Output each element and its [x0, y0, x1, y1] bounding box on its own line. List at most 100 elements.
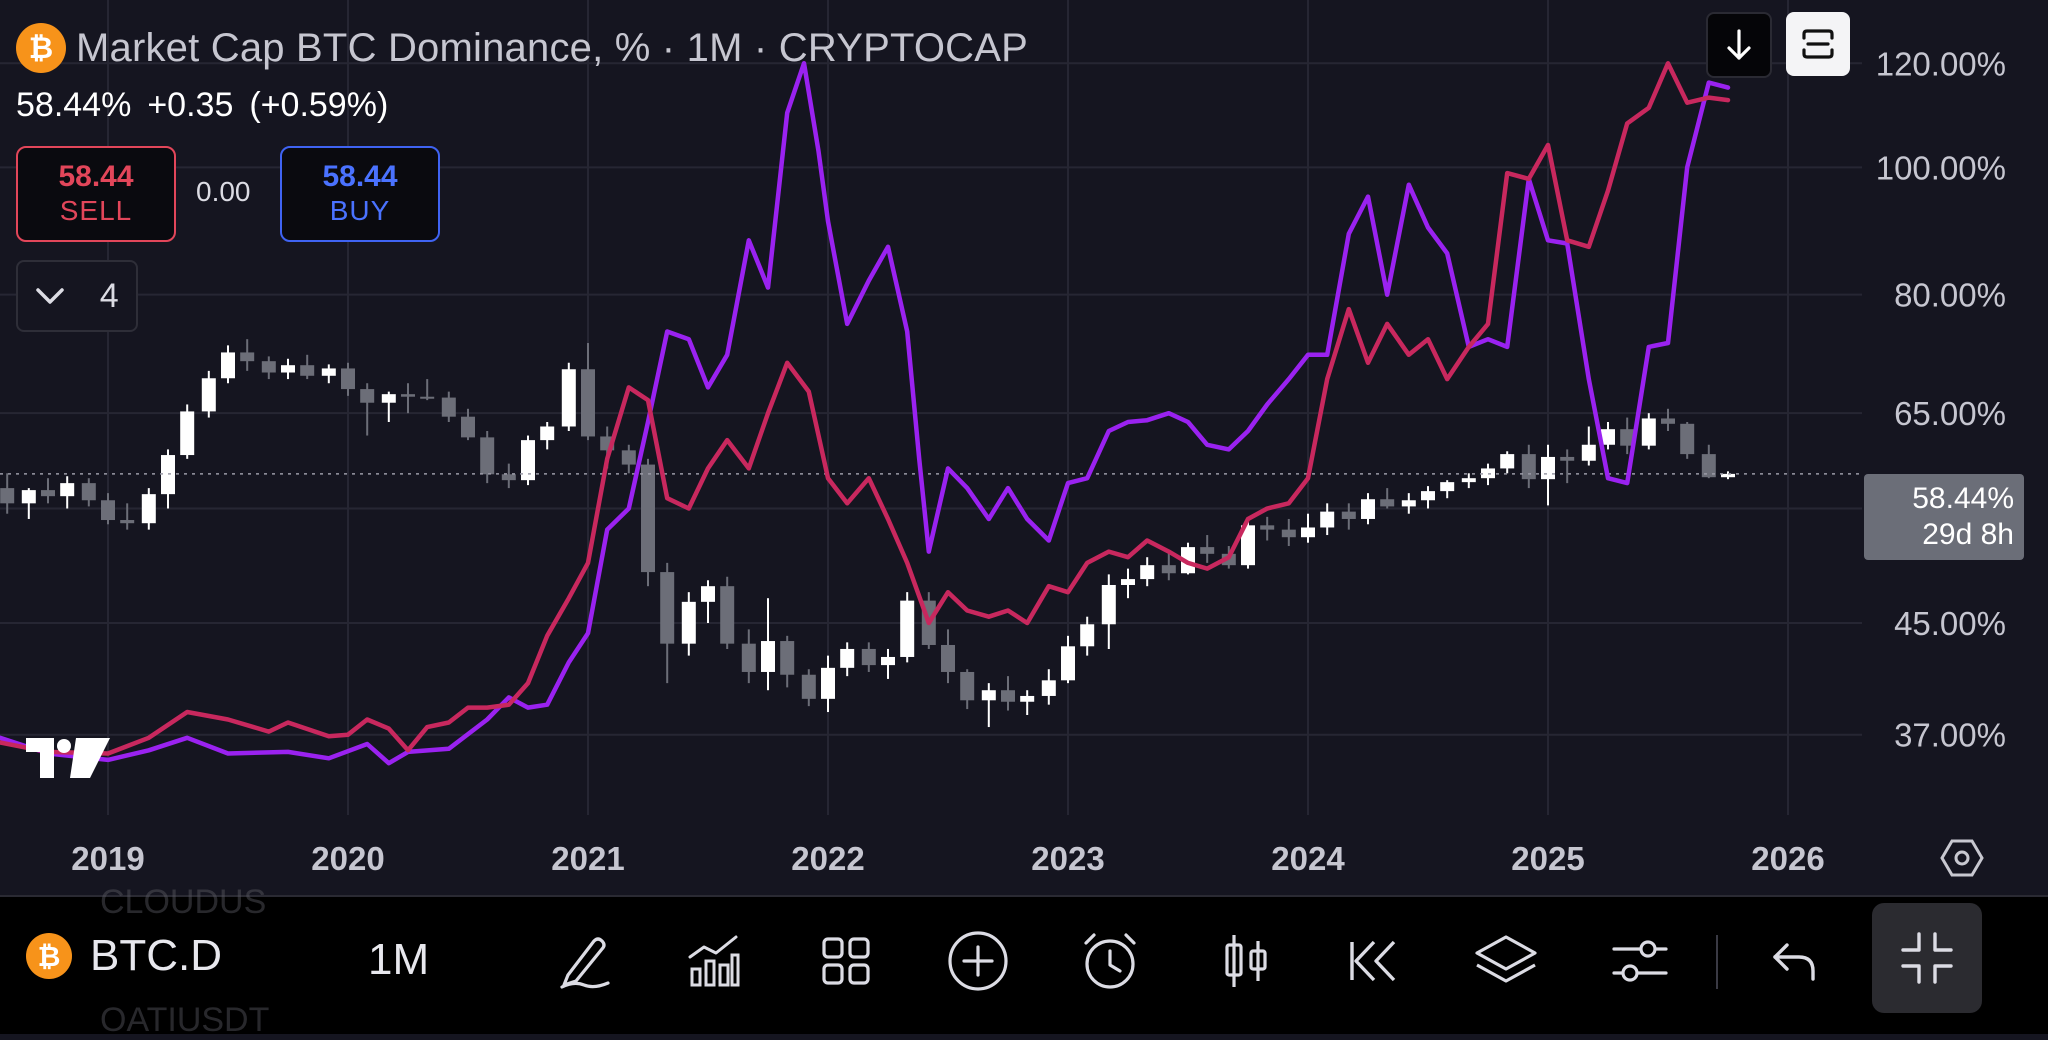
candle-body	[1541, 456, 1555, 480]
drawing-tools-button[interactable]	[544, 921, 624, 1001]
y-axis-tick-label: 45.00%	[1894, 605, 2006, 642]
candle-body	[480, 437, 495, 475]
price-chart[interactable]: 2019 2020 2021 2022 2023 2024 2025 2026 120.00% 1…	[0, 0, 2048, 895]
candle-body	[941, 644, 955, 672]
candle-body	[840, 648, 855, 668]
candle-body	[201, 378, 216, 412]
candle-body	[1061, 646, 1075, 681]
chart-type-button[interactable]	[1206, 921, 1286, 1001]
candle-body	[401, 394, 415, 397]
tradingview-logo-icon	[26, 738, 110, 778]
candle-body	[141, 494, 156, 524]
candle-body	[1680, 423, 1695, 455]
candle-body	[720, 586, 735, 644]
interval-button[interactable]: 1M	[368, 935, 430, 984]
candle-body	[1200, 547, 1215, 554]
replay-button[interactable]	[1334, 921, 1414, 1001]
symbol-title[interactable]: Market Cap BTC Dominance, % · 1M · CRYPT…	[76, 25, 1029, 70]
candle-body	[1661, 418, 1675, 424]
indicators-toggle-button[interactable]: 4	[16, 260, 138, 332]
candle-body	[1701, 454, 1716, 478]
candle-body	[21, 490, 36, 504]
candle-body	[1581, 444, 1596, 461]
last-price-value: 58.44%	[1912, 482, 2014, 515]
bitcoin-icon: ₿	[26, 933, 72, 979]
x-axis-tick-label: 2023	[1031, 840, 1104, 877]
pen-draw-icon	[560, 937, 610, 989]
candle-body	[221, 352, 235, 379]
bitcoin-icon: ₿	[16, 23, 66, 73]
candle-body	[521, 440, 535, 481]
layout-grid-icon	[822, 937, 870, 985]
candle-body	[41, 490, 55, 497]
candle-body	[381, 394, 396, 403]
alert-clock-icon	[1084, 933, 1136, 989]
ghost-watchlist-item-top: CLOUDUS	[100, 883, 267, 921]
bottom-toolbar: CLOUDUS OATIUSDT ₿ BTC.D 1M	[0, 883, 2048, 1039]
candle-body	[261, 361, 276, 373]
bar-countdown: 29d 8h	[1922, 518, 2014, 551]
download-icon	[1727, 29, 1751, 60]
candle-body	[1341, 511, 1356, 519]
y-axis-tick-label: 120.00%	[1876, 45, 2006, 82]
undo-button[interactable]	[1754, 921, 1834, 1001]
add-button[interactable]	[938, 921, 1018, 1001]
y-axis-tick-label: 100.00%	[1876, 149, 2006, 186]
candle-body	[861, 648, 876, 666]
buy-price: 58.44	[322, 160, 398, 193]
last-price-label: 58.44% 29d 8h	[1864, 474, 2024, 560]
candle-body	[540, 426, 555, 441]
settings-button[interactable]	[1600, 921, 1680, 1001]
candle-body	[1241, 525, 1255, 566]
fullscreen-frame-button[interactable]	[1786, 12, 1850, 76]
indicators-button[interactable]	[674, 921, 754, 1001]
candle-body	[780, 641, 795, 675]
y-axis-tick-label: 65.00%	[1894, 395, 2006, 432]
candle-body	[420, 396, 435, 399]
candle-body	[501, 474, 516, 481]
candle-body	[1020, 695, 1035, 702]
candle-body	[821, 667, 835, 699]
alerts-button[interactable]	[1070, 921, 1150, 1001]
candle-body	[1620, 429, 1635, 446]
candle-body	[81, 483, 96, 501]
candle-body	[701, 586, 715, 602]
chart-area[interactable]: 2019 2020 2021 2022 2023 2024 2025 2026 120.00% 1…	[0, 0, 2048, 895]
candle-body	[1161, 565, 1176, 574]
sell-button[interactable]: 58.44 SELL	[16, 146, 176, 242]
candle-body	[660, 572, 675, 644]
indicators-chart-icon	[688, 935, 740, 987]
x-axis-tick-label: 2026	[1751, 840, 1824, 877]
x-axis-tick-label: 2024	[1271, 840, 1345, 877]
candle-body	[321, 368, 336, 376]
candle-body	[240, 352, 255, 362]
last-value: 58.44%	[16, 86, 132, 124]
candle-body	[1260, 525, 1275, 530]
buy-button[interactable]: 58.44 BUY	[280, 146, 440, 242]
candle-body	[341, 368, 355, 390]
symbol-search-button[interactable]: ₿ BTC.D	[26, 931, 222, 981]
layers-button[interactable]	[1466, 921, 1546, 1001]
layers-icon	[1475, 935, 1537, 983]
candle-body	[641, 464, 655, 573]
chart-settings-icon[interactable]	[1940, 838, 1984, 878]
x-axis-tick-label: 2019	[71, 840, 144, 877]
candle-body	[1080, 624, 1095, 647]
undo-icon	[1773, 943, 1815, 981]
candle-body	[1421, 491, 1435, 501]
spread-value: 0.00	[196, 176, 251, 207]
overlay-line-crimson	[0, 61, 1731, 756]
candle-body	[621, 450, 636, 465]
candle-body	[1281, 529, 1296, 538]
candle-body	[741, 643, 756, 672]
ghost-watchlist-item-bottom: OATIUSDT	[100, 1001, 270, 1039]
candle-body	[1121, 579, 1135, 585]
download-button[interactable]	[1706, 12, 1772, 78]
toolbar-symbol: BTC.D	[90, 931, 222, 980]
chart-legend-title[interactable]: ₿ Market Cap BTC Dominance, % · 1M · CRY…	[16, 22, 1028, 74]
candle-body	[1181, 547, 1195, 574]
candle-body	[1440, 482, 1455, 492]
exit-fullscreen-button[interactable]	[1872, 903, 1982, 1013]
layout-button[interactable]	[806, 921, 886, 1001]
candle-body	[1320, 511, 1335, 528]
